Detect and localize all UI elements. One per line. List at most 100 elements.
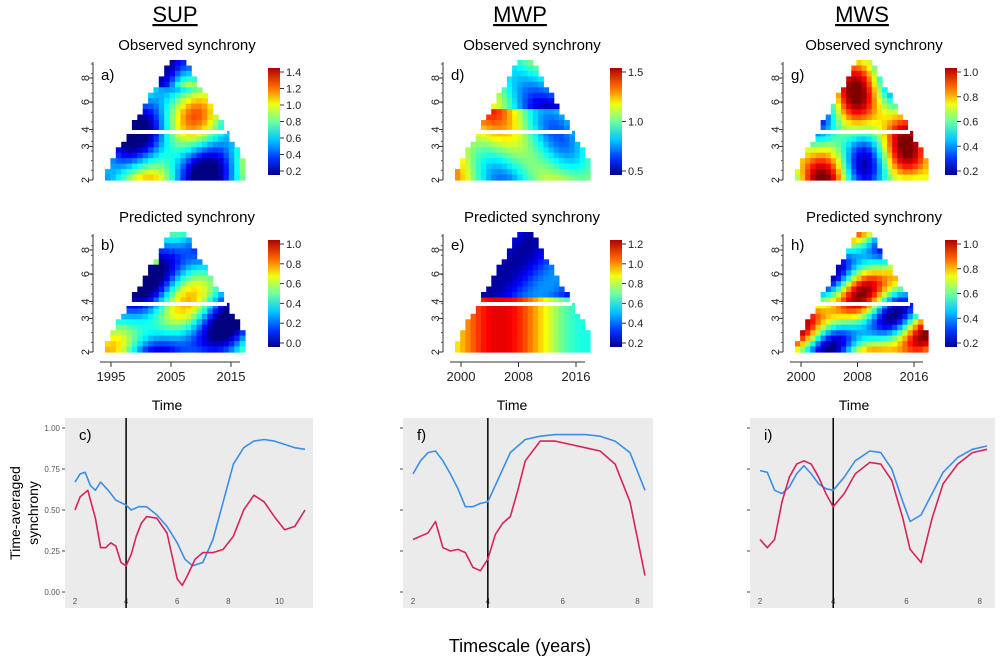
heatmap-cell	[846, 87, 852, 94]
heatmap-cell	[131, 169, 138, 176]
heatmap-cell	[196, 120, 203, 127]
heatmap-cell	[169, 335, 176, 342]
heatmap-cell	[142, 103, 149, 110]
heatmap-cell	[810, 152, 816, 159]
heatmap-cell	[501, 136, 508, 143]
y-tick-label: 8	[80, 75, 92, 81]
heatmap-cell	[820, 120, 827, 127]
heatmap-cell	[538, 120, 544, 127]
heatmap-cell	[158, 281, 165, 288]
observed-synchrony-series-f	[412, 433, 646, 508]
heatmap-cell	[191, 313, 198, 320]
colorbar-tick-label: 1.0	[963, 67, 978, 79]
heatmap-cell	[871, 297, 878, 304]
heatmap-cell	[234, 346, 241, 353]
colorbar-tick-label: 1.0	[286, 100, 301, 112]
heatmap-cell	[856, 270, 863, 277]
heatmap-cell	[196, 136, 203, 143]
heatmap-cell	[569, 308, 575, 315]
y-tick-label: 2	[430, 177, 442, 183]
heatmap-cell	[922, 169, 929, 176]
heatmap-cell	[856, 60, 863, 67]
heatmap-cell	[196, 286, 203, 293]
heatmap-cell	[841, 147, 847, 154]
heatmap-cell	[538, 286, 544, 293]
heatmap-cell	[856, 76, 863, 83]
heatmap-cell	[543, 163, 550, 170]
heatmap-cell	[538, 308, 544, 315]
heatmap-cell	[501, 98, 508, 105]
heatmap-cell	[180, 259, 187, 266]
heatmap-cell	[846, 174, 852, 181]
heatmap-cell	[115, 330, 122, 337]
heatmap-cell	[846, 330, 852, 337]
heatmap-cell	[851, 158, 857, 165]
heatmap-cell	[846, 297, 852, 304]
heatmap-cell	[579, 163, 586, 170]
x-tick-label: 2016	[900, 369, 929, 384]
heatmap-cell	[126, 152, 133, 159]
heatmap-cell	[239, 341, 246, 348]
heatmap-cell	[815, 308, 822, 315]
heatmap-cell	[522, 98, 529, 105]
heatmap-cell	[475, 341, 482, 348]
heatmap-cell	[153, 330, 160, 337]
heatmap-cell	[201, 136, 208, 143]
x-axis-title-time: Time	[152, 397, 183, 413]
heatmap-cell	[835, 174, 842, 181]
heatmap-cell	[180, 308, 187, 315]
heatmap-cell	[164, 313, 171, 320]
heatmap-cell	[917, 330, 924, 337]
heatmap-cell	[496, 136, 503, 143]
heatmap-cell	[538, 158, 544, 165]
heatmap-cell	[527, 103, 534, 110]
heatmap-cell	[131, 158, 138, 165]
heatmap-cell	[158, 103, 165, 110]
heatmap-cell	[512, 163, 518, 170]
heatmap-cell	[506, 275, 513, 282]
y-axis-title-line1: Time-averaged	[7, 466, 23, 560]
heatmap-cell	[191, 286, 198, 293]
heatmap-cell	[553, 103, 560, 110]
heatmap-cell	[169, 169, 176, 176]
heatmap-cell	[861, 341, 868, 348]
heatmap-cell	[907, 141, 914, 148]
heatmap-cell	[517, 242, 524, 249]
heatmap-cell	[196, 319, 203, 326]
heatmap-cell	[584, 346, 591, 353]
heatmap-cell	[148, 286, 155, 293]
heatmap-cell	[148, 163, 155, 170]
heatmap-cell	[470, 163, 477, 170]
heatmap-cell	[841, 270, 847, 277]
heatmap-cell	[866, 232, 873, 239]
heatmap-cell	[169, 87, 176, 94]
heatmap-cell	[207, 152, 214, 159]
heatmap-cell	[180, 98, 187, 105]
heatmap-cell	[538, 259, 544, 266]
heatmap-cell	[153, 174, 160, 181]
heatmap-cell	[481, 158, 487, 165]
heatmap-cell	[180, 292, 187, 299]
heatmap-cell	[501, 147, 508, 154]
heatmap-cell	[815, 152, 822, 159]
heatmap-cell	[882, 319, 888, 326]
heatmap-cell	[175, 147, 181, 154]
heatmap-cell	[897, 330, 903, 337]
x-tick-label: 6	[175, 597, 180, 606]
heatmap-cell	[861, 114, 868, 121]
heatmap-cell	[902, 346, 909, 353]
y-tick-label: 8	[430, 75, 442, 81]
heatmap-cell	[115, 324, 122, 331]
heatmap-cell	[153, 109, 160, 116]
heatmap-cell	[196, 346, 203, 353]
heatmap-cell	[239, 163, 246, 170]
x-tick-label: 8	[977, 597, 982, 606]
heatmap-cell	[543, 158, 550, 165]
heatmap-cell	[196, 174, 203, 181]
heatmap-cell	[871, 120, 878, 127]
heatmap-cell	[491, 275, 498, 282]
heatmap-cell	[131, 324, 138, 331]
heatmap-cell	[538, 103, 544, 110]
heatmap-cell	[517, 141, 524, 148]
heatmap-cell	[861, 169, 868, 176]
